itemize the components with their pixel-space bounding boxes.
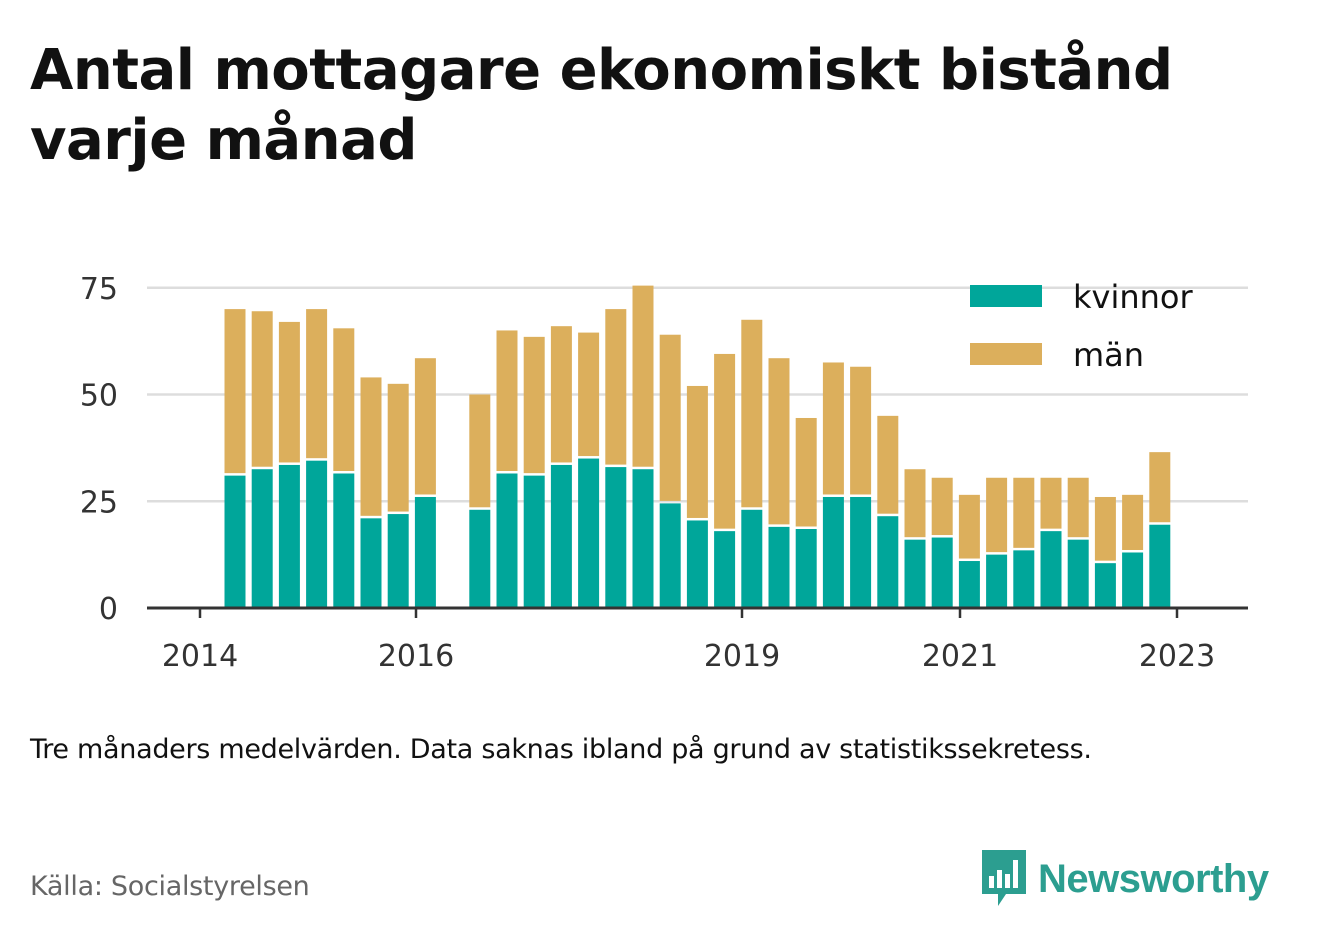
y-tick-label: 25 [80, 485, 118, 520]
bar-man [278, 321, 300, 463]
bar-kvinnor [414, 496, 436, 608]
bar-kvinnor [1040, 531, 1062, 608]
bar-kvinnor [795, 529, 817, 608]
bar-kvinnor [931, 537, 953, 608]
bar-kvinnor [578, 458, 600, 608]
bar-kvinnor [251, 469, 273, 608]
bar-man [387, 383, 409, 512]
bar-kvinnor [523, 475, 545, 608]
x-tick-label: 2021 [922, 639, 998, 674]
bar-man [251, 311, 273, 467]
bar-man [659, 334, 681, 501]
bar-kvinnor [1067, 539, 1089, 608]
bar-kvinnor [1149, 524, 1171, 608]
bar-kvinnor [686, 520, 708, 608]
legend-label-man: män [1073, 336, 1144, 374]
axes: 0 25 50 75 2014 2016 2019 2021 2023 [80, 272, 1248, 674]
y-tick-label: 0 [99, 592, 118, 627]
x-tick-label: 2023 [1139, 639, 1215, 674]
bar-man [741, 319, 763, 508]
bar-man [795, 417, 817, 527]
stacked-bar-chart: 0 25 50 75 2014 2016 2019 2021 2023 kvinnor män [80, 272, 1248, 674]
bar-kvinnor [278, 464, 300, 608]
bar-man [333, 328, 355, 471]
x-tick-label: 2019 [704, 639, 780, 674]
bar-kvinnor [768, 526, 790, 608]
bar-man [360, 377, 382, 516]
source-credit: Källa: Socialstyrelsen [30, 871, 310, 902]
bar-man [1013, 477, 1035, 548]
bar-kvinnor [360, 518, 382, 608]
bar-man [1067, 477, 1089, 538]
bar-man [686, 385, 708, 518]
bar-kvinnor [1013, 550, 1035, 608]
legend-label-kvinnor: kvinnor [1073, 278, 1194, 316]
bar-kvinnor [496, 473, 518, 608]
bar-man [523, 336, 545, 474]
x-tick-label: 2016 [378, 639, 454, 674]
bar-man [958, 494, 980, 559]
bar-man [414, 358, 436, 495]
bar-man [1122, 494, 1144, 550]
bar-kvinnor [469, 509, 491, 608]
bar-man [822, 362, 844, 495]
chart-note: Tre månaders medelvärden. Data saknas ib… [30, 734, 1092, 765]
bar-kvinnor [741, 509, 763, 608]
bar-man [1094, 496, 1116, 561]
bar-man [768, 358, 790, 525]
bar-man [714, 353, 736, 529]
bar-man [605, 309, 627, 465]
legend-swatch-kvinnor [970, 285, 1042, 307]
bar-man [986, 477, 1008, 553]
bar-man [632, 285, 654, 467]
bar-man [1149, 452, 1171, 523]
bar-kvinnor [1094, 563, 1116, 608]
legend-swatch-man [970, 343, 1042, 365]
bar-kvinnor [877, 516, 899, 608]
brand-logo: Newsworthy [980, 848, 1269, 910]
y-tick-label: 75 [80, 272, 118, 307]
x-tick-label: 2014 [162, 639, 238, 674]
bar-kvinnor [958, 561, 980, 608]
bar-kvinnor [1122, 552, 1144, 608]
bar-kvinnor [550, 464, 572, 608]
bar-kvinnor [986, 554, 1008, 608]
bar-man [904, 469, 926, 538]
brand-name: Newsworthy [1038, 856, 1269, 901]
bar-man [306, 309, 328, 459]
bar-kvinnor [333, 473, 355, 608]
bar-kvinnor [605, 467, 627, 608]
legend: kvinnor män [970, 278, 1194, 374]
bar-man [469, 394, 491, 508]
bar-man [550, 326, 572, 463]
y-tick-label: 50 [80, 379, 118, 414]
bar-man [496, 330, 518, 471]
bar-chart-speech-bubble-icon [982, 850, 1026, 906]
bar-man [931, 477, 953, 536]
bar-kvinnor [224, 475, 246, 608]
bar-man [1040, 477, 1062, 529]
bar-man [578, 332, 600, 457]
bar-kvinnor [822, 496, 844, 608]
bar-man [850, 366, 872, 495]
bar-man [877, 415, 899, 514]
bar-kvinnor [659, 503, 681, 608]
bar-kvinnor [850, 496, 872, 608]
bars [224, 285, 1171, 608]
bar-kvinnor [904, 539, 926, 608]
bar-kvinnor [632, 469, 654, 608]
bar-kvinnor [387, 514, 409, 608]
bar-man [224, 309, 246, 474]
chart-title: Antal mottagare ekonomiskt bistånd varje… [30, 38, 1173, 173]
bar-kvinnor [306, 460, 328, 608]
bar-kvinnor [714, 531, 736, 608]
